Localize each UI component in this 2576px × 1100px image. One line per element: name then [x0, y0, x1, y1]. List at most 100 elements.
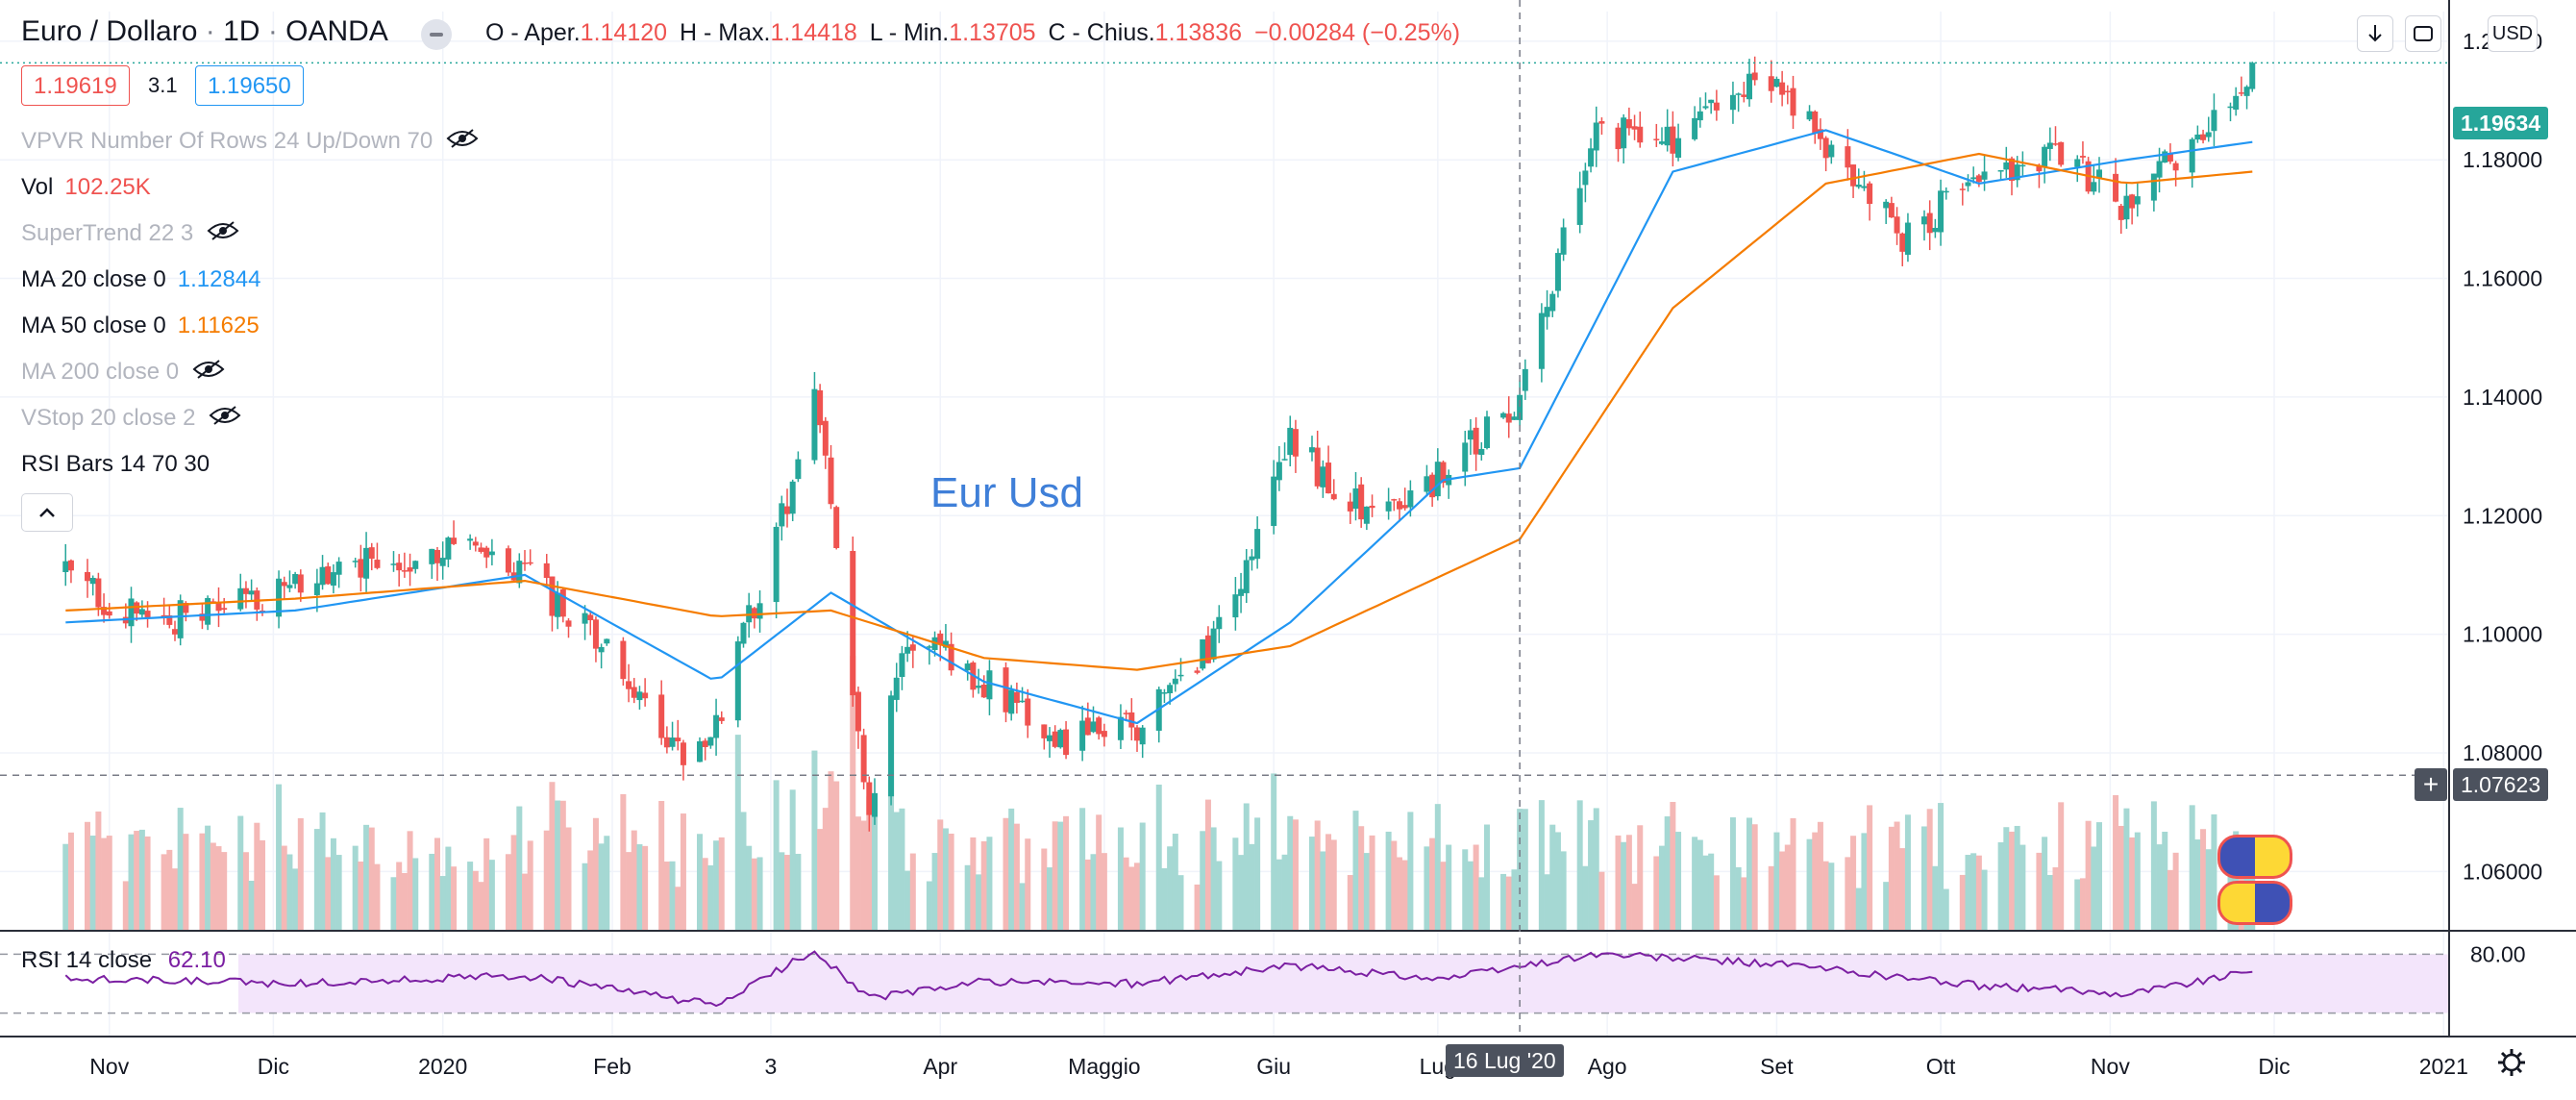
candle-body [1003, 667, 1009, 712]
crosshair [0, 0, 2449, 1037]
volume-bar [707, 864, 714, 931]
volume-bar [718, 837, 725, 931]
volume-bar [122, 881, 129, 931]
volume-bar [412, 858, 419, 931]
market-status-icon[interactable] [421, 19, 452, 50]
candle-body [1975, 175, 1982, 183]
candle-body [1167, 685, 1174, 693]
volume-bar [1544, 874, 1550, 931]
candle-body [1309, 447, 1315, 453]
candle-body [95, 578, 102, 608]
candle-body [522, 562, 528, 564]
candle-body [101, 607, 108, 615]
candle-body [948, 643, 954, 671]
event-flag-icon[interactable] [2217, 881, 2292, 925]
indicator-row[interactable]: MA 20 close 0 1.12844 [21, 265, 261, 294]
crosshair-date-tag: 16 Lug '20 [1446, 1044, 1564, 1077]
candle-body [937, 633, 944, 645]
currency-button[interactable]: USD [2488, 15, 2538, 52]
eye-hidden-icon[interactable] [446, 128, 479, 157]
eye-hidden-icon[interactable] [207, 220, 239, 249]
volume-bar [2129, 837, 2136, 931]
volume-bar [1281, 854, 1288, 931]
indicator-row[interactable]: MA 50 close 0 1.11625 [21, 312, 260, 340]
chart-annotation[interactable]: Eur Usd [930, 469, 1083, 516]
add-alert-button[interactable]: + [2415, 768, 2447, 801]
volume-bar [451, 866, 458, 931]
symbol-title[interactable]: Euro / Dollaro · 1D · OANDA [21, 15, 388, 48]
indicator-row[interactable]: MA 200 close 0 [21, 358, 225, 388]
volume-bar [1631, 884, 1638, 931]
volume-bar [2003, 827, 2010, 931]
indicator-row[interactable]: Vol 102.25K [21, 173, 151, 202]
candle-body [822, 420, 829, 456]
volume-bar [697, 834, 703, 931]
last-price-value: 1.19634 [2461, 111, 2541, 136]
volume-bar [95, 811, 102, 931]
volume-bar [789, 789, 796, 931]
candle-body [751, 608, 757, 619]
candle-body [166, 614, 173, 625]
candle-body [1287, 427, 1294, 456]
volume-bar [773, 780, 780, 931]
indicator-name: Vol [21, 174, 54, 200]
eye-hidden-icon[interactable] [192, 359, 225, 388]
candle-body [555, 592, 561, 617]
volume-bar [467, 862, 474, 931]
candle-body [1593, 122, 1599, 151]
volume-bar [516, 806, 523, 931]
rsi-band-fill [238, 954, 2449, 1013]
volume-bar [1200, 831, 1206, 931]
volume-bar [407, 831, 413, 931]
close-value: 1.13836 [1154, 19, 1243, 46]
candle-body [1013, 691, 1020, 703]
buy-price-button[interactable]: 1.19650 [195, 65, 304, 106]
candle-body [1582, 170, 1589, 186]
volume-bar [734, 735, 741, 931]
volume-bar [177, 808, 184, 931]
volume-bar [1287, 815, 1294, 931]
candle-body [325, 566, 332, 585]
candle-body [1347, 501, 1353, 512]
indicator-row[interactable]: SuperTrend 22 3 [21, 219, 239, 249]
candle-body [1702, 106, 1709, 109]
indicator-row[interactable]: VPVR Number Of Rows 24 Up/Down 70 [21, 127, 479, 157]
candle-body [1025, 698, 1031, 726]
candle-body [1741, 94, 1747, 97]
volume-bar [1692, 837, 1698, 931]
candle-body [1981, 171, 1988, 180]
volume-bar [904, 870, 911, 931]
volume-bar [2211, 813, 2217, 931]
y-tick-label: 1.12000 [2463, 503, 2542, 528]
settings-gear-icon[interactable] [2495, 1046, 2528, 1079]
eye-hidden-icon[interactable] [209, 405, 241, 434]
candle-body [1047, 735, 1053, 741]
volume-bar [855, 816, 861, 931]
refresh-button[interactable] [2405, 15, 2441, 52]
candle-body [620, 640, 627, 680]
volume-bar [313, 829, 320, 931]
exchange-label: OANDA [285, 15, 388, 47]
volume-bar [1938, 803, 1944, 931]
indicator-row[interactable]: VStop 20 close 2 [21, 404, 241, 434]
candle-body [1243, 560, 1250, 593]
ma-line [65, 129, 2253, 725]
volume-bar [746, 845, 753, 931]
event-flags[interactable] [2216, 833, 2302, 925]
candle-body [1779, 82, 1786, 95]
download-button[interactable] [2357, 15, 2393, 52]
volume-bar [138, 829, 145, 931]
candle-body [85, 571, 90, 582]
event-flag-icon[interactable] [2217, 835, 2292, 879]
collapse-legend-button[interactable] [21, 493, 73, 532]
candle-body [451, 538, 458, 544]
indicator-row[interactable]: RSI Bars 14 70 30 [21, 450, 210, 479]
volume-bar [702, 858, 708, 931]
volume-bar [2156, 844, 2163, 931]
sell-price-button[interactable]: 1.19619 [21, 65, 130, 106]
candle-body [2123, 195, 2130, 220]
candle-body [784, 506, 790, 514]
high-value: 1.14418 [770, 19, 857, 46]
candle-body [67, 560, 74, 571]
